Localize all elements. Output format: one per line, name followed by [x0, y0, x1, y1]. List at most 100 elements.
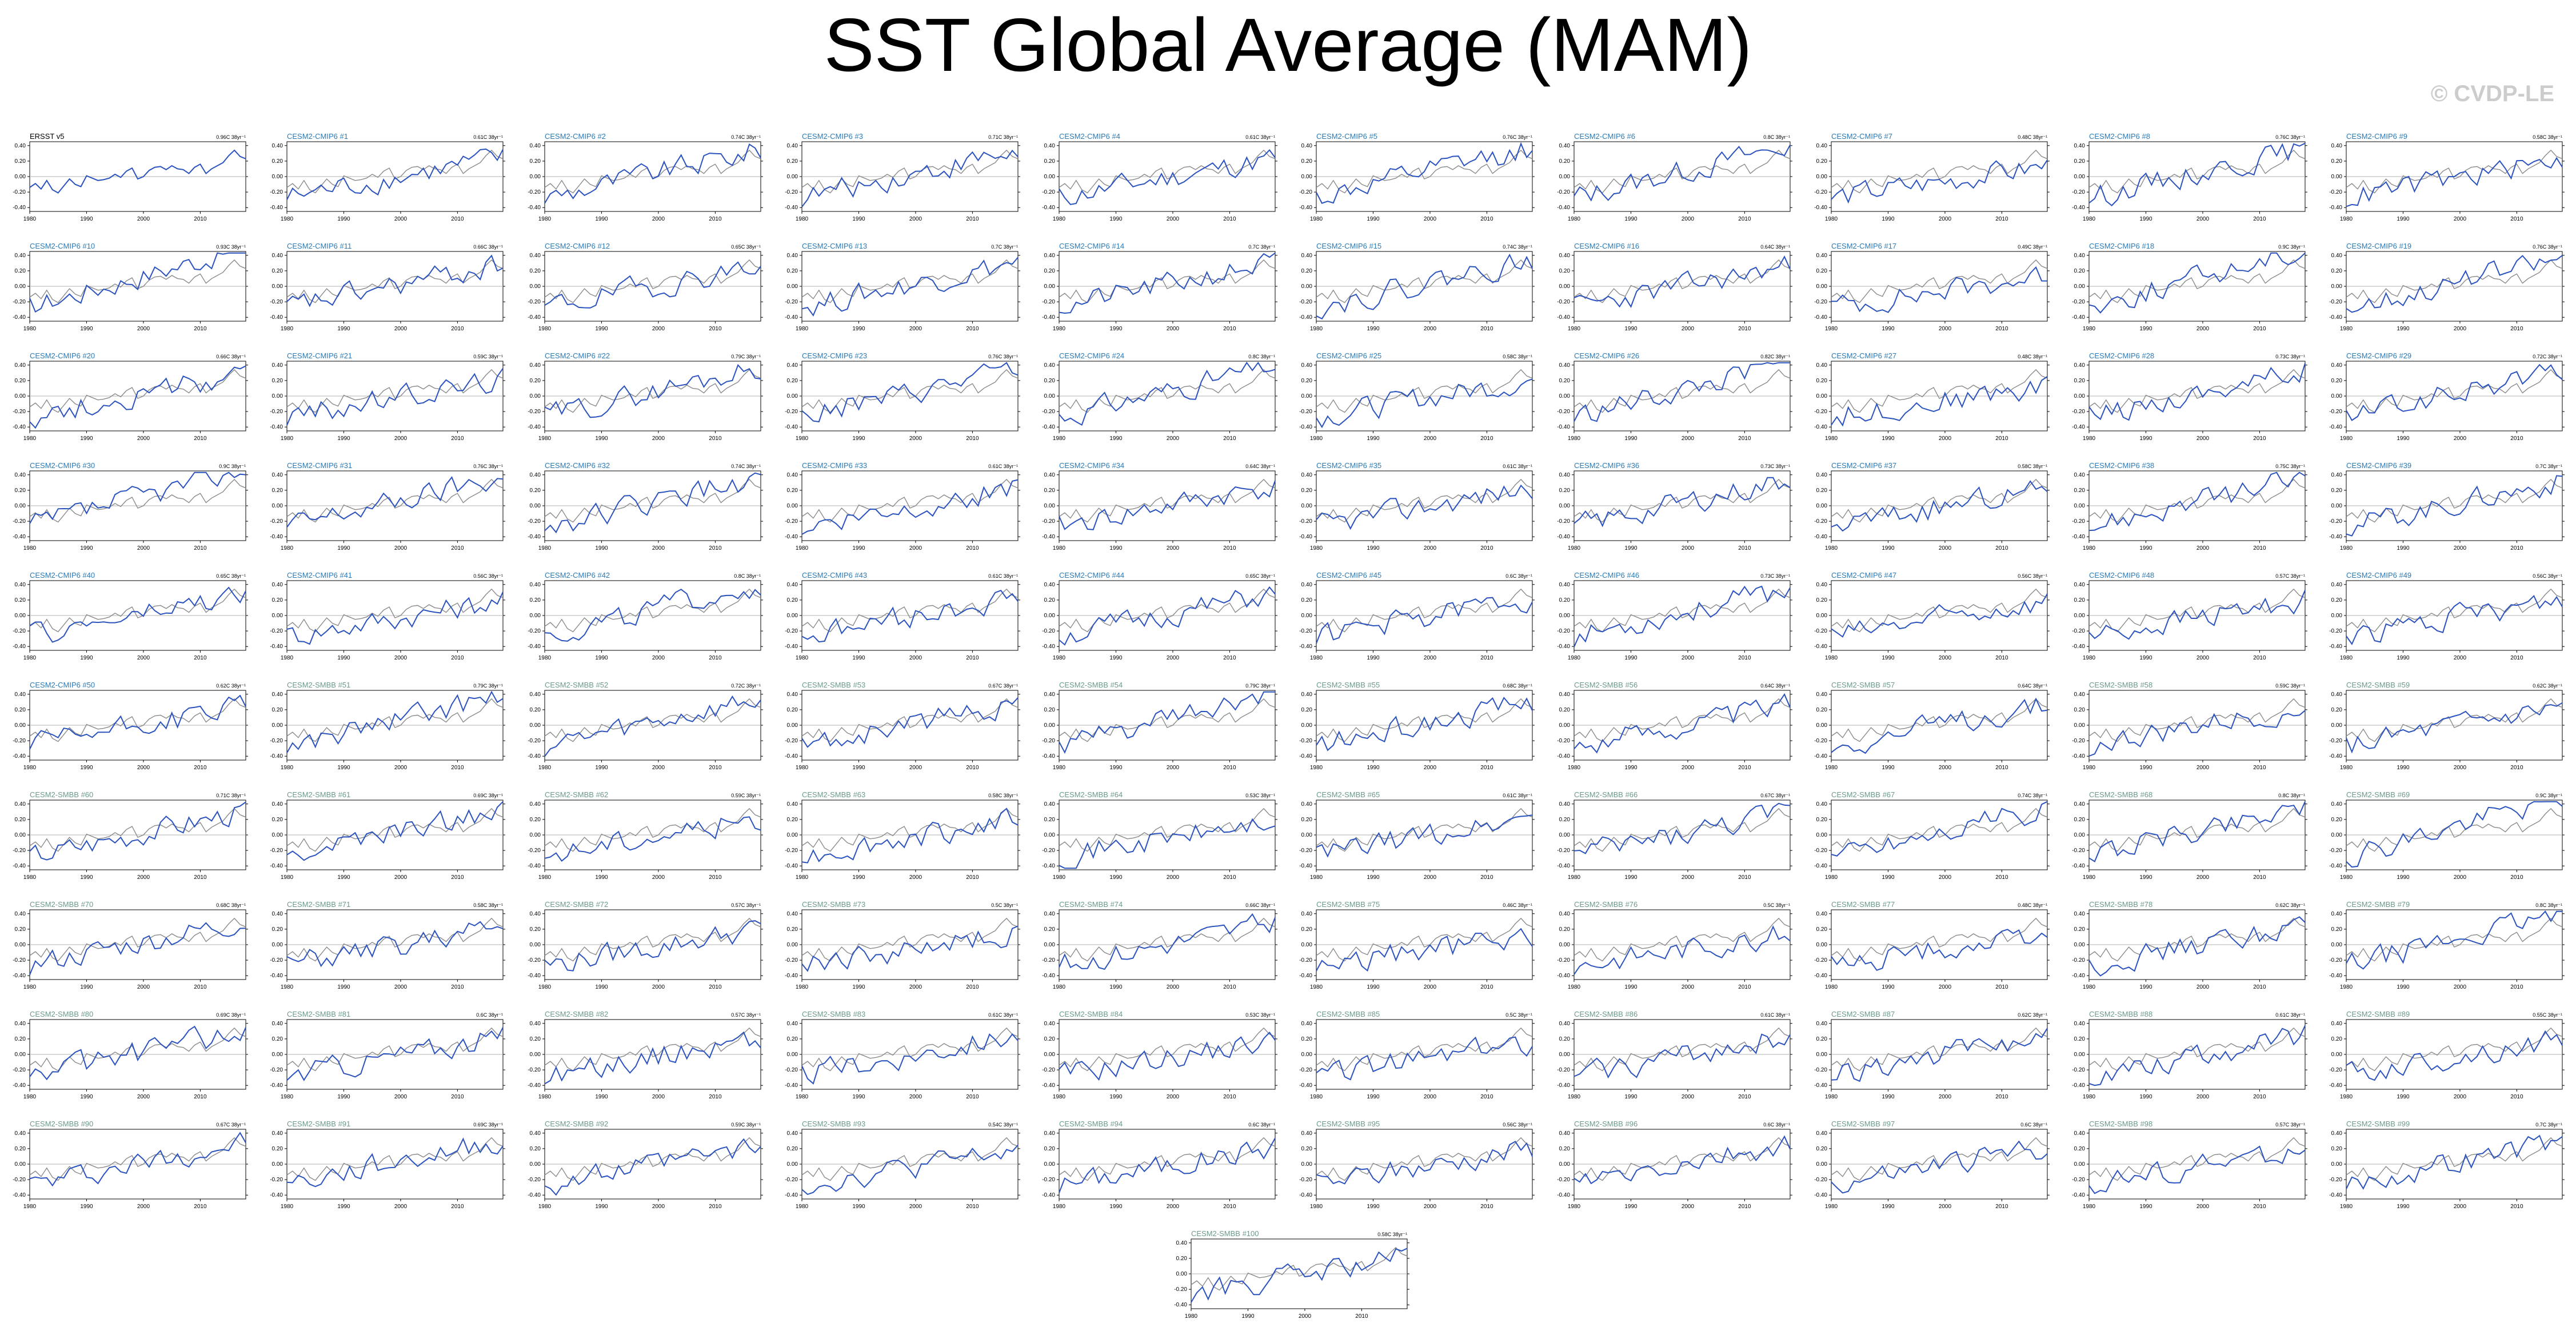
y-tick-label: -0.20 [2072, 1177, 2085, 1183]
member-series-line [2346, 255, 2563, 313]
panel-member-89: CESM2-SMBB #89 0.55C 38yr⁻¹ 0.40 0.20 0.00 -0… [2329, 1010, 2565, 1100]
x-tick-label: 2000 [1167, 874, 1180, 881]
y-tick-label: 0.00 [272, 613, 283, 619]
y-tick-label: 0.20 [1044, 926, 1056, 933]
member-series-line [2088, 801, 2306, 862]
observed-series-line [286, 259, 504, 303]
y-tick-label: -0.20 [2329, 1177, 2342, 1183]
x-tick-label: 1990 [80, 216, 93, 222]
panel-title: CESM2-SMBB #80 [30, 1010, 93, 1018]
y-tick-label: -0.20 [1299, 518, 1312, 525]
x-tick-label: 2010 [966, 874, 979, 881]
x-tick-label: 2000 [2454, 435, 2467, 442]
x-tick-label: 1980 [23, 1094, 37, 1100]
y-tick-label: -0.40 [528, 534, 541, 540]
panel-member-70: CESM2-SMBB #70 0.68C 38yr⁻¹ 0.40 0.20 0.00 -0… [13, 900, 248, 990]
y-tick-label: 0.20 [530, 158, 541, 165]
x-tick-label: 2010 [709, 874, 722, 881]
panel-title: CESM2-CMIP6 #22 [545, 351, 610, 360]
y-tick-label: 0.20 [272, 817, 283, 823]
member-series-line [1573, 362, 1790, 422]
observed-series-line [29, 808, 246, 852]
y-tick-label: 0.40 [1044, 143, 1056, 149]
y-tick-label: -0.40 [2072, 534, 2085, 540]
panel-trend-label: 0.61C 38yr⁻¹ [1760, 1012, 1790, 1018]
y-tick-label: 0.00 [15, 283, 26, 290]
panel-member-91: CESM2-SMBB #91 0.69C 38yr⁻¹ 0.40 0.20 0.00 -0… [270, 1120, 505, 1210]
y-tick-label: -0.20 [785, 1067, 798, 1073]
x-tick-label: 1980 [2340, 545, 2353, 551]
panel-title: CESM2-CMIP6 #38 [2089, 461, 2154, 470]
y-tick-label: 0.00 [272, 942, 283, 948]
y-tick-label: 0.00 [272, 722, 283, 729]
x-tick-label: 1990 [1882, 1204, 1895, 1210]
panel-member-94: CESM2-SMBB #94 0.6C 38yr⁻¹ 0.40 0.20 0.00 -0.… [1042, 1120, 1277, 1210]
observed-series-line [1831, 149, 2048, 194]
x-tick-label: 2010 [709, 545, 722, 551]
y-tick-label: 0.00 [272, 1052, 283, 1058]
x-tick-label: 1980 [796, 435, 809, 442]
y-tick-label: 0.20 [1816, 817, 1828, 823]
x-tick-label: 2000 [1424, 545, 1437, 551]
y-tick-label: 0.20 [1301, 817, 1313, 823]
y-tick-label: -0.20 [1814, 848, 1827, 854]
panel-trend-label: 0.53C 38yr⁻¹ [1245, 1012, 1275, 1018]
member-series-line [286, 690, 504, 753]
y-tick-label: 0.20 [1301, 268, 1313, 274]
panel-trend-label: 0.58C 38yr⁻¹ [1377, 1232, 1407, 1237]
panel-member-53: CESM2-SMBB #53 0.67C 38yr⁻¹ 0.40 0.20 0.00 -0… [785, 681, 1020, 771]
y-tick-label: 0.40 [1301, 692, 1313, 698]
y-tick-label: 0.40 [1301, 472, 1313, 478]
x-tick-label: 1990 [80, 984, 93, 990]
panel-member-58: CESM2-SMBB #58 0.59C 38yr⁻¹ 0.40 0.20 0.00 -0… [2072, 681, 2307, 771]
x-tick-label: 2010 [1480, 1204, 1493, 1210]
y-tick-label: 0.40 [15, 1130, 26, 1137]
x-tick-label: 2000 [394, 1204, 408, 1210]
y-tick-label: 0.40 [2074, 692, 2086, 698]
x-tick-label: 2010 [1480, 216, 1493, 222]
y-tick-label: 0.40 [1816, 253, 1828, 259]
page-title: SST Global Average (MAM) [824, 3, 1752, 87]
y-tick-label: -0.40 [1557, 314, 1570, 321]
y-tick-label: 0.00 [1816, 613, 1828, 619]
y-tick-label: 0.20 [787, 817, 798, 823]
x-tick-label: 2000 [1939, 216, 1952, 222]
member-series-line [1831, 480, 2048, 532]
y-tick-label: -0.40 [2072, 424, 2085, 430]
y-tick-label: -0.20 [1557, 738, 1570, 744]
panel-member-47: CESM2-CMIP6 #47 0.56C 38yr⁻¹ 0.40 0.20 0.00 -… [1814, 571, 2050, 661]
y-tick-label: 0.00 [15, 1052, 26, 1058]
y-tick-label: -0.20 [2072, 848, 2085, 854]
panel-member-99: CESM2-SMBB #99 0.7C 38yr⁻¹ 0.40 0.20 0.00 -0.… [2329, 1120, 2565, 1210]
member-series-line [1316, 484, 1533, 530]
y-tick-label: -0.40 [785, 424, 798, 430]
observed-series-line [2346, 808, 2563, 852]
y-tick-label: 0.40 [1044, 692, 1056, 698]
y-tick-label: 0.00 [2074, 832, 2086, 838]
x-tick-label: 1990 [595, 984, 608, 990]
panel-trend-label: 0.59C 38yr⁻¹ [473, 354, 503, 359]
y-tick-label: 0.40 [1816, 582, 1828, 588]
y-tick-label: 0.20 [1044, 597, 1056, 603]
panel-member-83: CESM2-SMBB #83 0.61C 38yr⁻¹ 0.40 0.20 0.00 -0… [785, 1010, 1020, 1100]
x-tick-label: 1990 [1109, 874, 1123, 881]
y-tick-label: -0.20 [1042, 189, 1055, 195]
panel-trend-label: 0.71C 38yr⁻¹ [988, 134, 1018, 140]
y-tick-label: -0.20 [785, 957, 798, 964]
y-tick-label: 0.00 [787, 613, 798, 619]
y-tick-label: -0.40 [785, 753, 798, 760]
y-tick-label: 0.00 [1301, 942, 1313, 948]
y-tick-label: 0.20 [1559, 597, 1571, 603]
observed-series-line [1573, 698, 1791, 742]
y-tick-label: 0.20 [1816, 597, 1828, 603]
x-tick-label: 1990 [1624, 1094, 1638, 1100]
y-tick-label: 0.20 [15, 707, 26, 713]
y-tick-label: -0.20 [2072, 1067, 2085, 1073]
x-tick-label: 2010 [451, 984, 464, 990]
x-tick-label: 2000 [1424, 765, 1437, 771]
x-tick-label: 1990 [1109, 216, 1123, 222]
panel-trend-label: 0.58C 38yr⁻¹ [2018, 463, 2047, 469]
x-tick-label: 1990 [2397, 655, 2410, 661]
y-tick-label: -0.20 [1557, 1177, 1570, 1183]
observed-series-line [1831, 588, 2048, 633]
